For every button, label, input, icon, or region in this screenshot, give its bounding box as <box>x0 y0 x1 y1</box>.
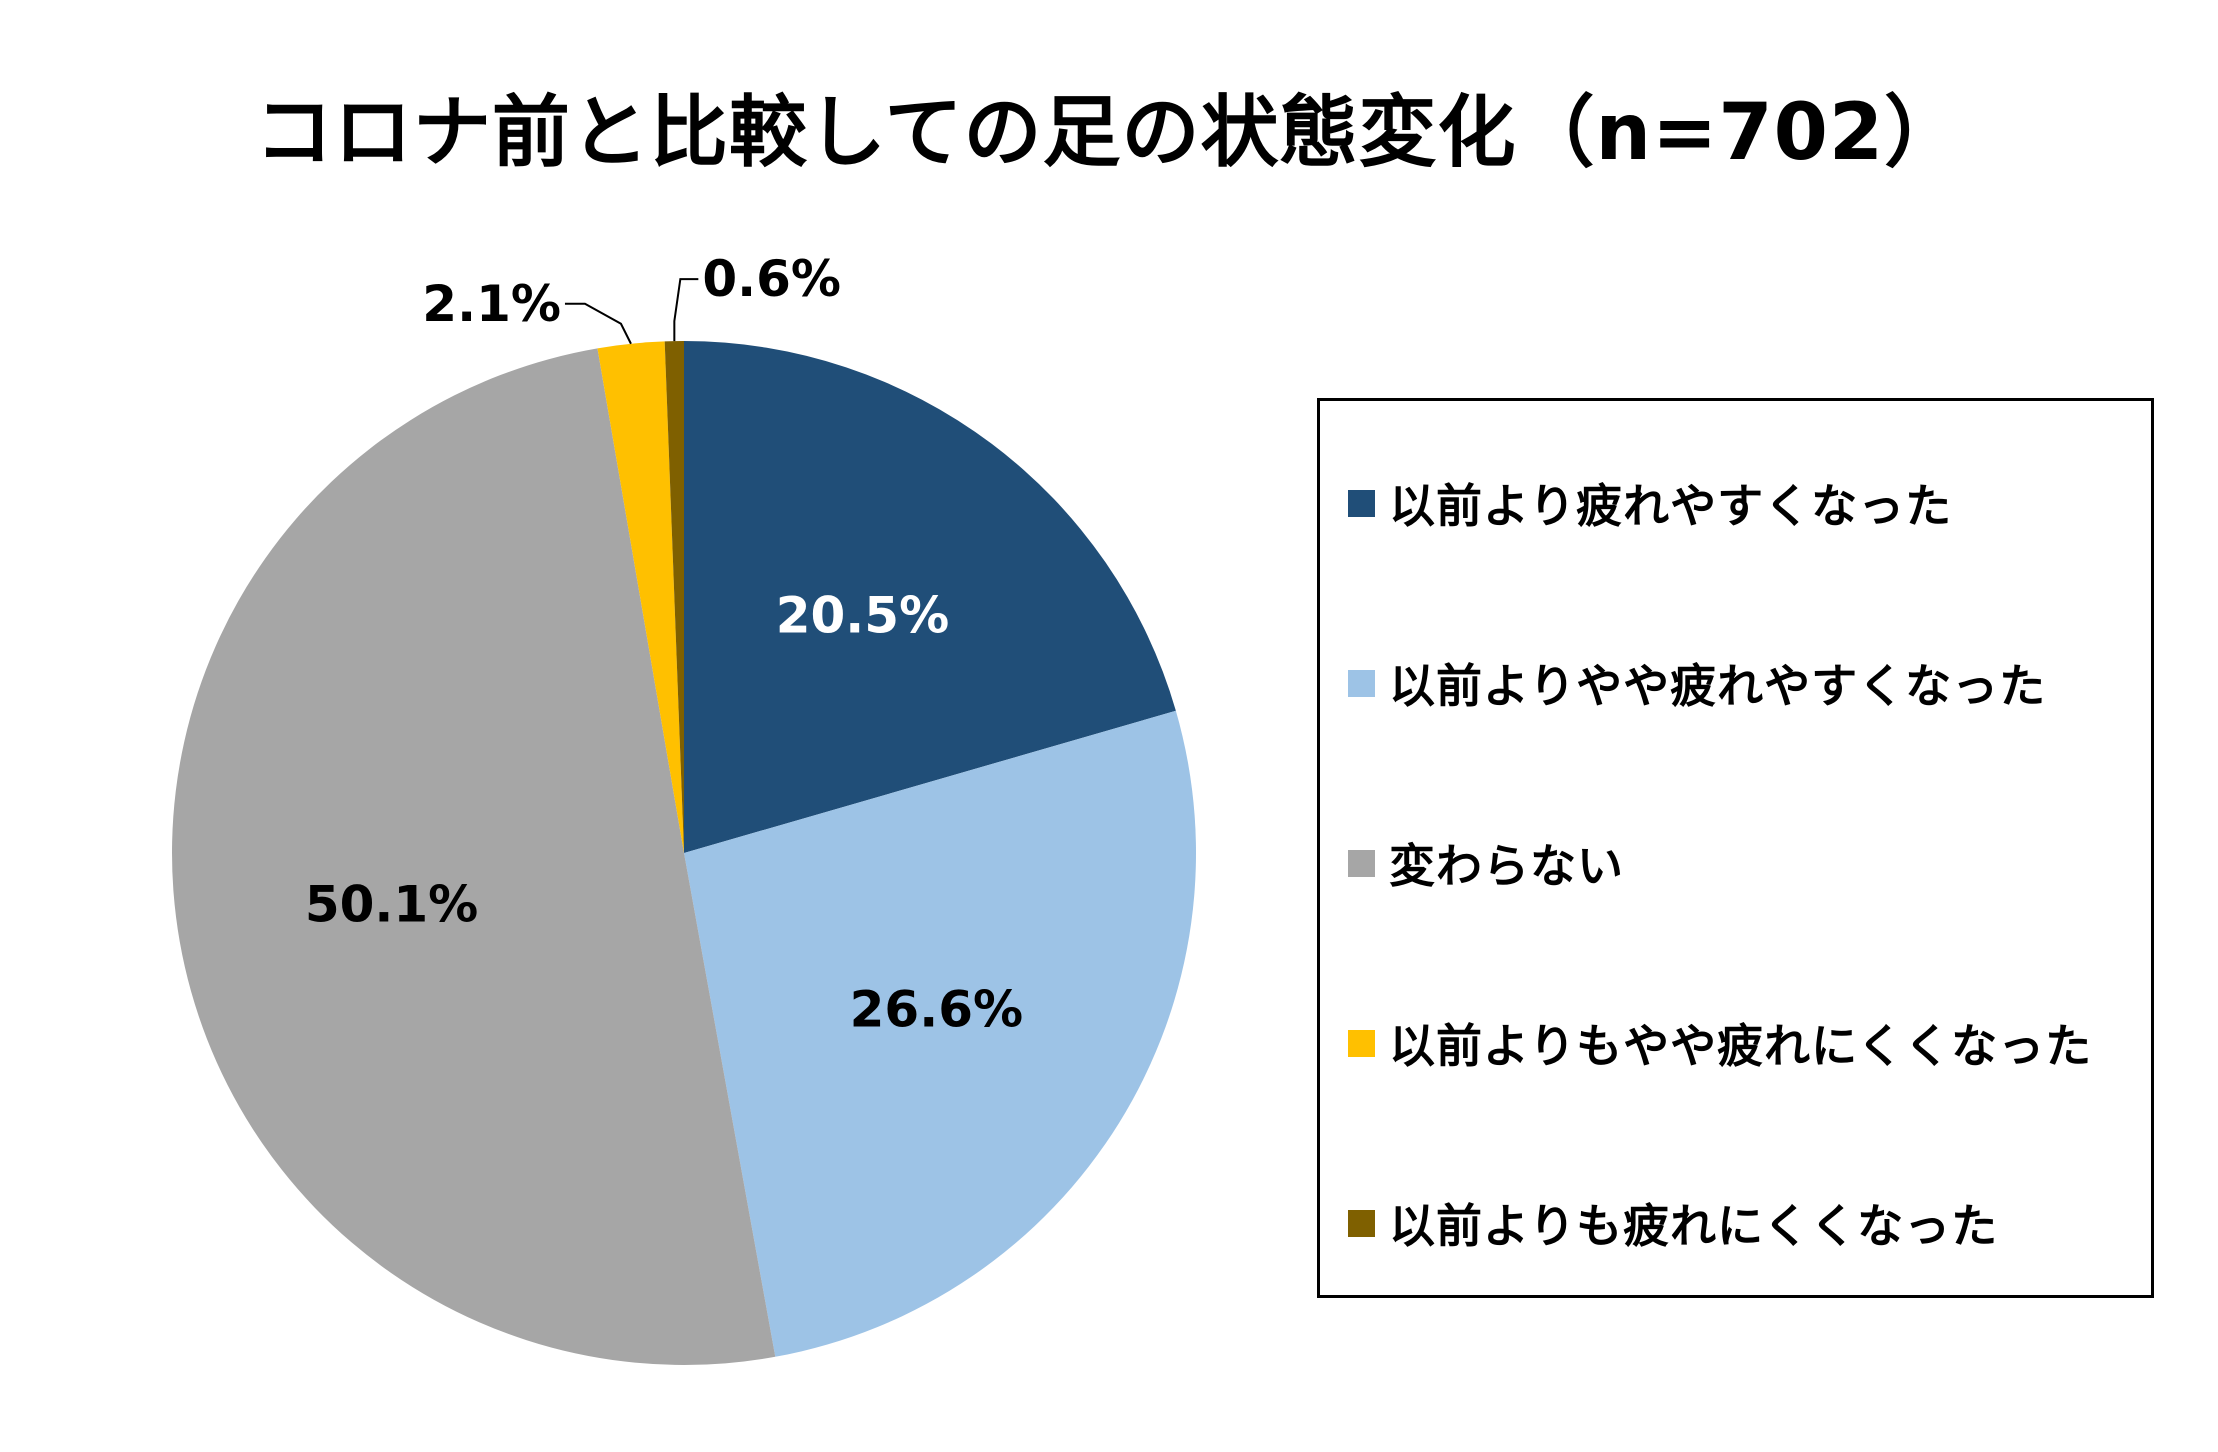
pie-slice-1 <box>684 710 1197 1357</box>
slice-labels: 20.5% 26.6% 50.1% 2.1% 0.6% <box>305 250 1023 1038</box>
pie-slice-3 <box>597 341 684 853</box>
pie-slices <box>172 341 1197 1365</box>
legend: 以前より疲れやすくなった以前よりやや疲れやすくなった 変わらない以前よりもやや疲れ… <box>1317 398 2154 1298</box>
legend-swatch <box>1348 1029 1375 1057</box>
slice-value-label-1: 26.6% <box>850 980 1023 1038</box>
legend-item-0: 以前より疲れやすくなった <box>1348 463 1952 543</box>
pie-slice-4 <box>664 341 684 853</box>
slice-value-label-2: 50.1% <box>305 876 478 934</box>
leader-lines <box>564 278 699 345</box>
legend-swatch <box>1348 1209 1375 1237</box>
legend-item-2: 変わらない <box>1348 823 1624 903</box>
legend-label: 以前よりもやや疲れにくくなった <box>1389 1019 2093 1073</box>
legend-swatch <box>1348 489 1375 517</box>
pie-slice-0 <box>684 341 1176 853</box>
slice-value-label-3: 2.1% <box>422 275 561 333</box>
legend-item-3: 以前よりもやや疲れにくくなった <box>1348 1003 2092 1083</box>
legend-label: 以前よりも疲れにくくなった <box>1389 1199 1999 1253</box>
pie-slice-2 <box>172 348 776 1365</box>
slice-value-label-4: 0.6% <box>702 250 841 308</box>
legend-label: 変わらない <box>1389 839 1624 893</box>
legend-swatch <box>1348 669 1375 697</box>
legend-swatch <box>1348 849 1375 877</box>
legend-item-4: 以前よりも疲れにくくなった <box>1348 1183 1998 1263</box>
slice-value-label-0: 20.5% <box>776 587 949 645</box>
legend-label: 以前よりやや疲れやすくなった <box>1389 659 2047 713</box>
legend-item-1: 以前よりやや疲れやすくなった <box>1348 643 2046 723</box>
leader-line-4 <box>673 278 699 342</box>
legend-label: 以前より疲れやすくなった <box>1389 479 1953 533</box>
chart-title: コロナ前と比較しての足の状態変化（n=702） <box>254 88 1964 178</box>
leader-line-3 <box>564 302 632 345</box>
